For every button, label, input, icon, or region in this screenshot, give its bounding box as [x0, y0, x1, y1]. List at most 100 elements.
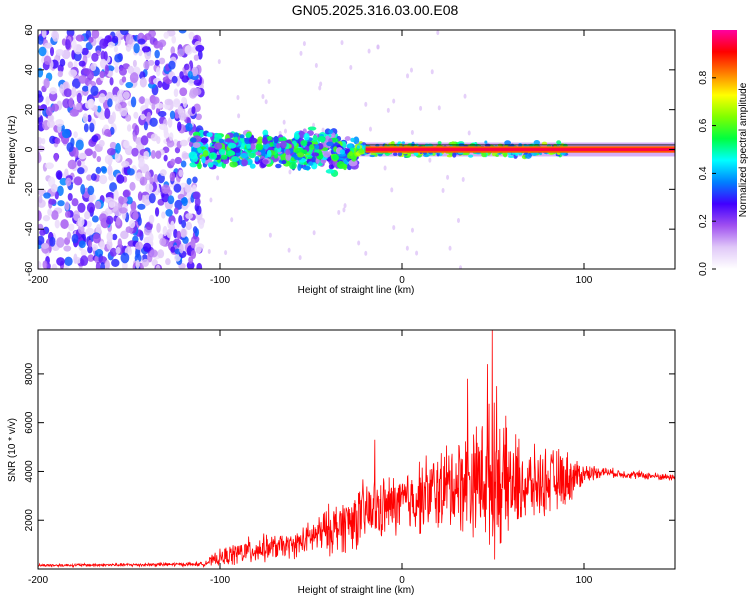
heatmap-cell — [77, 216, 85, 227]
heatmap-cell — [137, 216, 142, 226]
heatmap-cell — [161, 184, 171, 195]
heatmap-cell — [283, 128, 287, 134]
heatmap-cell — [239, 134, 245, 139]
heatmap-cell — [71, 233, 79, 244]
heatmap-cell — [159, 237, 167, 247]
heatmap-cell — [51, 263, 58, 269]
heatmap-cell — [121, 76, 127, 83]
heatmap-cell — [314, 144, 320, 150]
heatmap-cell — [288, 169, 292, 175]
heatmap-cell — [209, 197, 213, 203]
heatmap-cell — [75, 34, 85, 42]
heatmap-cell — [245, 133, 252, 138]
heatmap-cell — [227, 142, 237, 149]
heatmap-cell — [132, 59, 137, 68]
heatmap-cell — [101, 166, 108, 174]
heatmap-cell — [131, 147, 139, 157]
heatmap-cell — [92, 150, 97, 159]
heatmap-cell — [297, 163, 302, 171]
heatmap-cell — [125, 81, 134, 89]
heatmap-cell — [95, 224, 102, 235]
heatmap-cell — [65, 177, 72, 187]
heatmap-cell — [164, 98, 174, 106]
heatmap-cell — [63, 245, 72, 252]
heatmap-cell — [302, 41, 306, 47]
heatmap-cell — [303, 133, 310, 141]
colorbar-tick-label: 0.6 — [698, 118, 709, 132]
snr-x-axis-label: Height of straight line (km) — [298, 585, 415, 596]
heatmap-cell — [38, 145, 45, 152]
heatmap-cell — [275, 163, 282, 169]
heatmap-cell — [77, 202, 86, 213]
heatmap-cell — [415, 250, 419, 256]
heatmap-cell — [298, 130, 306, 139]
heatmap-cell — [172, 99, 181, 108]
heatmap-cell — [87, 239, 93, 248]
heatmap-cell — [178, 215, 183, 225]
heatmap-cell — [179, 139, 189, 147]
heatmap-cell — [151, 103, 156, 111]
heatmap-cell — [104, 196, 114, 204]
heatmap-cell — [192, 191, 201, 200]
heatmap-cell — [262, 159, 269, 165]
heatmap-cell — [138, 96, 146, 104]
heatmap-cell — [200, 137, 209, 144]
snr-y-tick-label: 2000 — [24, 509, 35, 532]
heatmap-cell — [52, 30, 60, 42]
heatmap-cell — [311, 152, 320, 157]
heatmap-cell — [524, 153, 532, 159]
heatmap-cell — [339, 149, 346, 155]
heatmap-cell — [191, 184, 197, 194]
spectrogram-x-tick-label: 100 — [576, 275, 593, 286]
heatmap-cell — [134, 124, 140, 136]
heatmap-cell — [410, 129, 414, 135]
heatmap-cell — [135, 241, 144, 250]
colorbar-label: Normalized spectral amplitude — [738, 82, 749, 217]
heatmap-cell — [113, 189, 119, 201]
heatmap-cell — [114, 65, 119, 74]
snr-frame — [37, 329, 676, 570]
heatmap-cell — [125, 44, 132, 52]
heatmap-cell — [149, 176, 154, 185]
heatmap-cell — [151, 259, 158, 267]
heatmap-cell — [123, 140, 130, 149]
heatmap-cell — [86, 174, 93, 181]
heatmap-cell — [340, 40, 344, 46]
heatmap-cell — [73, 131, 78, 139]
heatmap-cell — [174, 199, 183, 210]
heatmap-cell — [364, 101, 368, 107]
heatmap-cell — [55, 49, 65, 56]
heatmap-cell — [49, 46, 55, 57]
heatmap-cell — [155, 264, 161, 269]
heatmap-cell — [137, 203, 146, 210]
heatmap-cell — [129, 181, 136, 191]
heatmap-cell — [113, 45, 118, 53]
heatmap-cell — [130, 96, 137, 108]
heatmap-cell — [298, 255, 302, 261]
heatmap-cell — [54, 152, 59, 162]
heatmap-cell — [38, 210, 42, 222]
heatmap-cell — [401, 141, 406, 145]
colorbar-ticks: 0.0 0.2 0.4 0.6 0.8 — [698, 70, 716, 276]
heatmap-cell — [126, 124, 132, 132]
heatmap-cell — [255, 143, 264, 151]
heatmap-cell — [197, 148, 203, 154]
heatmap-cell — [230, 151, 236, 156]
heatmap-cell — [176, 230, 182, 240]
heatmap-cell — [207, 162, 214, 168]
heatmap-cell — [413, 152, 419, 156]
heatmap-cell — [144, 98, 149, 109]
heatmap-cell — [42, 260, 48, 269]
heatmap-cell — [92, 233, 101, 244]
heatmap-cell — [50, 183, 58, 193]
heatmap-cell — [115, 216, 121, 226]
snr-axes: -200 -100 0 100 2000 4000 6000 8000 — [24, 330, 675, 586]
heatmap-cell — [81, 47, 89, 56]
heatmap-cell — [49, 87, 57, 95]
heatmap-cell — [73, 147, 79, 159]
heatmap-cell — [230, 156, 240, 163]
heatmap-cell — [64, 256, 73, 267]
heatmap-cell — [178, 112, 187, 121]
heatmap-cell — [90, 173, 97, 181]
heatmap-cell — [107, 98, 113, 108]
